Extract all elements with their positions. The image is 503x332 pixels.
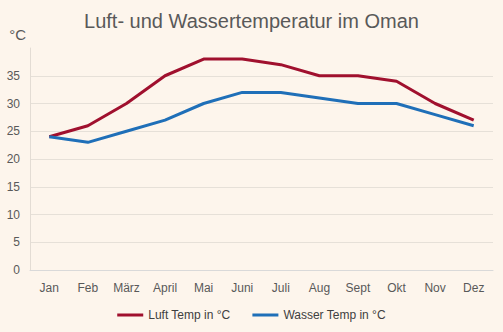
svg-text:Wasser Temp in °C: Wasser Temp in °C — [283, 308, 385, 322]
svg-text:April: April — [153, 281, 177, 295]
svg-text:Juni: Juni — [231, 281, 253, 295]
svg-text:Luft Temp in °C: Luft Temp in °C — [148, 308, 230, 322]
svg-text:5: 5 — [13, 235, 20, 249]
svg-text:25: 25 — [7, 124, 21, 138]
svg-text:Sept: Sept — [346, 281, 371, 295]
svg-text:°C: °C — [9, 26, 26, 43]
svg-text:15: 15 — [7, 180, 21, 194]
svg-text:Luft- und Wassertemperatur im: Luft- und Wassertemperatur im Oman — [84, 10, 419, 32]
svg-text:30: 30 — [7, 97, 21, 111]
svg-text:Aug: Aug — [309, 281, 330, 295]
svg-text:März: März — [113, 281, 140, 295]
svg-text:Jan: Jan — [40, 281, 59, 295]
svg-text:20: 20 — [7, 152, 21, 166]
svg-text:10: 10 — [7, 208, 21, 222]
svg-text:Feb: Feb — [78, 281, 99, 295]
svg-text:35: 35 — [7, 69, 21, 83]
svg-text:Nov: Nov — [424, 281, 445, 295]
svg-text:0: 0 — [13, 263, 20, 277]
svg-text:Dez: Dez — [463, 281, 484, 295]
svg-text:Okt: Okt — [387, 281, 406, 295]
svg-text:Juli: Juli — [272, 281, 290, 295]
svg-text:Mai: Mai — [194, 281, 213, 295]
